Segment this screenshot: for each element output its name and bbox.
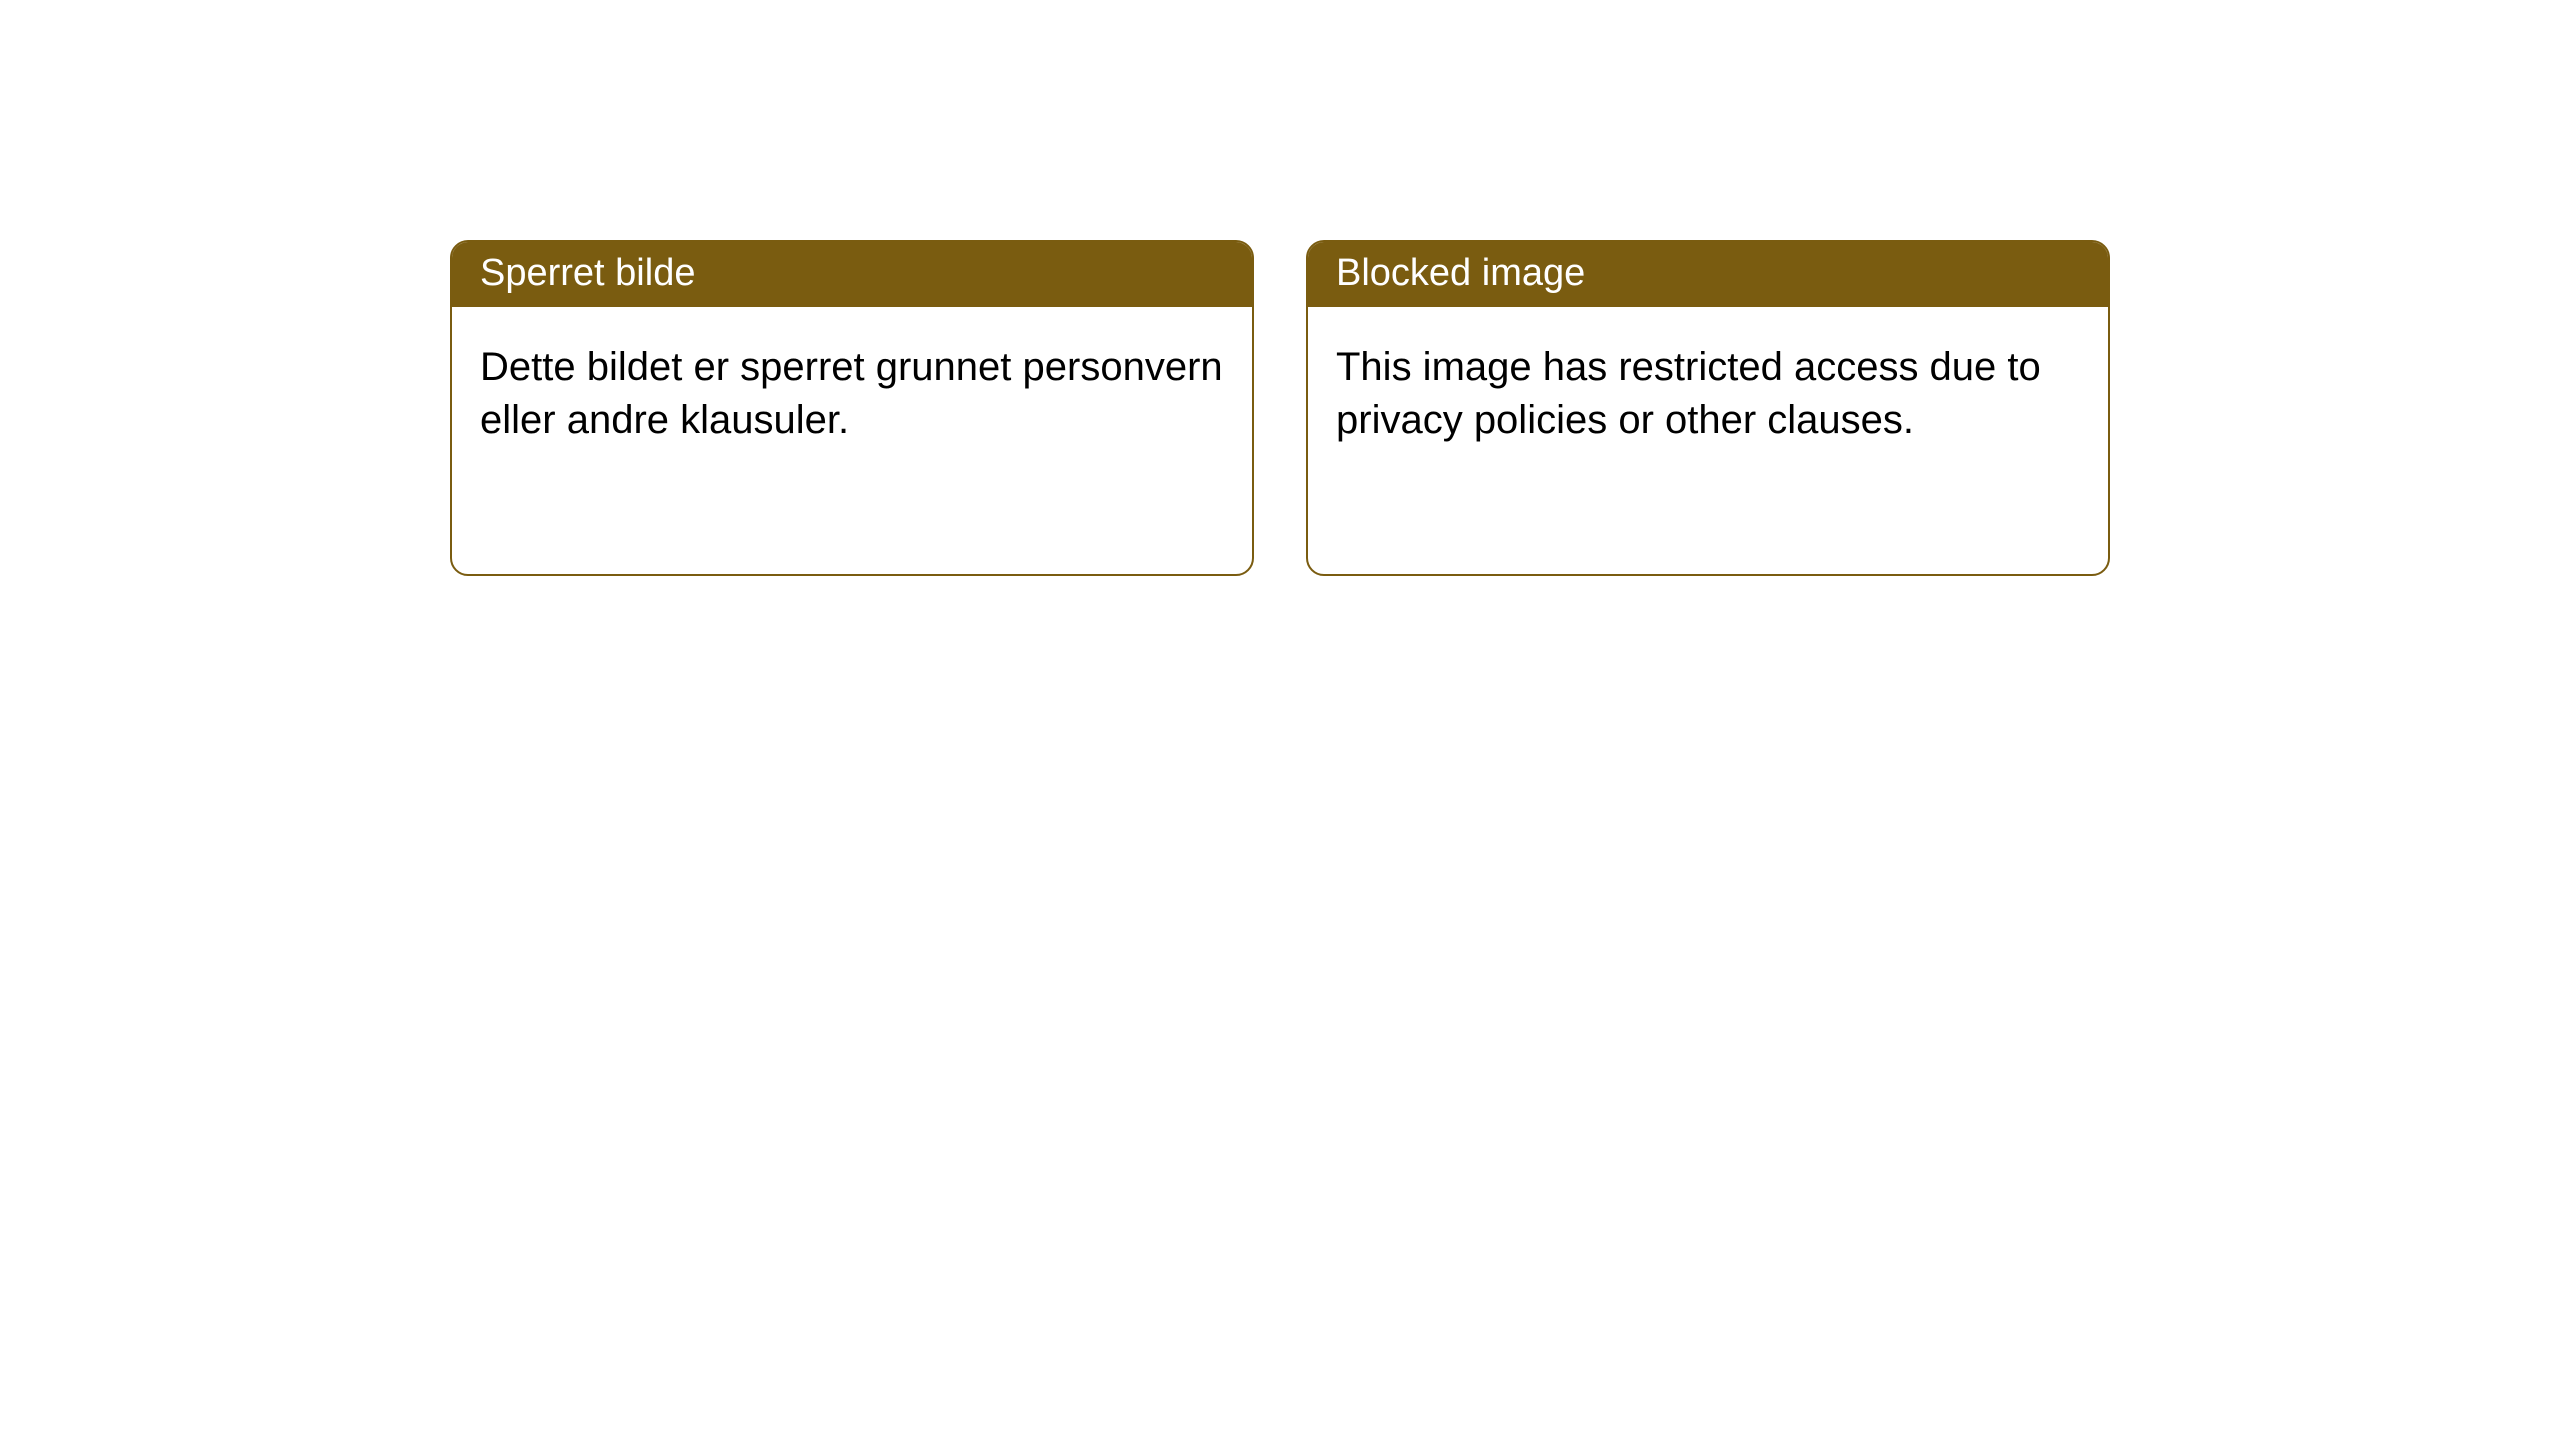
notice-container: Sperret bilde Dette bildet er sperret gr… <box>0 0 2560 576</box>
notice-header-english: Blocked image <box>1308 242 2108 307</box>
notice-body-norwegian: Dette bildet er sperret grunnet personve… <box>452 307 1252 475</box>
notice-header-norwegian: Sperret bilde <box>452 242 1252 307</box>
notice-card-norwegian: Sperret bilde Dette bildet er sperret gr… <box>450 240 1254 576</box>
notice-body-english: This image has restricted access due to … <box>1308 307 2108 475</box>
notice-card-english: Blocked image This image has restricted … <box>1306 240 2110 576</box>
